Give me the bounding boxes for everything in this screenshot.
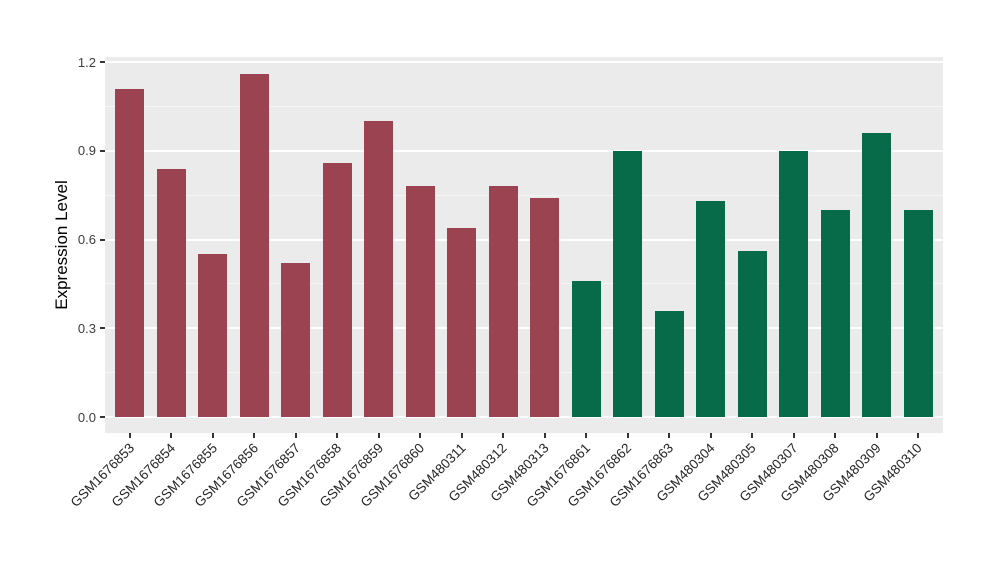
x-tick <box>875 433 878 438</box>
y-tick <box>100 238 105 241</box>
x-tick <box>211 433 214 438</box>
plot-panel <box>105 57 943 433</box>
bar-GSM1676859 <box>364 121 394 417</box>
x-tick <box>792 433 795 438</box>
x-tick <box>502 433 505 438</box>
gridline-minor <box>105 372 943 374</box>
bar-GSM480312 <box>488 186 518 417</box>
y-tick-label: 0.0 <box>77 409 96 425</box>
bar-GSM480313 <box>530 198 560 417</box>
y-tick <box>100 327 105 330</box>
gridline-major <box>105 149 943 152</box>
x-tick <box>751 433 754 438</box>
x-tick <box>585 433 588 438</box>
gridline-major <box>105 416 943 418</box>
y-tick-label: 0.9 <box>77 143 96 159</box>
x-tick <box>377 433 380 438</box>
bar-GSM1676858 <box>322 162 352 417</box>
bar-GSM1676857 <box>281 263 311 417</box>
bar-GSM1676860 <box>405 186 435 417</box>
x-tick <box>253 433 256 438</box>
gridline-major <box>105 238 943 241</box>
bar-GSM1676854 <box>156 168 186 417</box>
y-tick-label: 0.6 <box>77 232 96 248</box>
bar-GSM1676861 <box>571 280 601 417</box>
y-tick-label: 0.3 <box>77 320 96 336</box>
gridline-major <box>105 327 943 330</box>
x-tick <box>128 433 131 438</box>
bar-GSM480307 <box>779 150 809 417</box>
x-tick <box>543 433 546 438</box>
x-tick <box>709 433 712 438</box>
gridline-major <box>105 61 943 64</box>
bar-GSM1676863 <box>654 310 684 417</box>
x-tick <box>834 433 837 438</box>
bar-GSM1676855 <box>198 254 228 417</box>
x-tick <box>460 433 463 438</box>
bar-GSM1676856 <box>239 73 269 417</box>
gridline-minor <box>105 105 943 107</box>
y-tick <box>100 416 105 418</box>
x-tick <box>419 433 422 438</box>
y-tick-label: 1.2 <box>77 54 96 70</box>
x-tick <box>336 433 339 438</box>
x-tick <box>668 433 671 438</box>
x-tick <box>170 433 173 438</box>
bar-GSM480310 <box>903 209 933 417</box>
gridline-minor <box>105 194 943 196</box>
x-tick <box>917 433 920 438</box>
bar-GSM480311 <box>447 227 477 417</box>
bar-GSM480309 <box>862 133 892 417</box>
gridline-minor <box>105 283 943 285</box>
bar-GSM480304 <box>696 201 726 417</box>
bar-GSM480305 <box>737 251 767 417</box>
bar-GSM1676862 <box>613 150 643 417</box>
y-tick <box>100 149 105 152</box>
x-tick <box>626 433 629 438</box>
y-tick <box>100 61 105 64</box>
bar-GSM480308 <box>820 209 850 417</box>
bar-GSM1676853 <box>115 88 145 417</box>
x-tick <box>294 433 297 438</box>
